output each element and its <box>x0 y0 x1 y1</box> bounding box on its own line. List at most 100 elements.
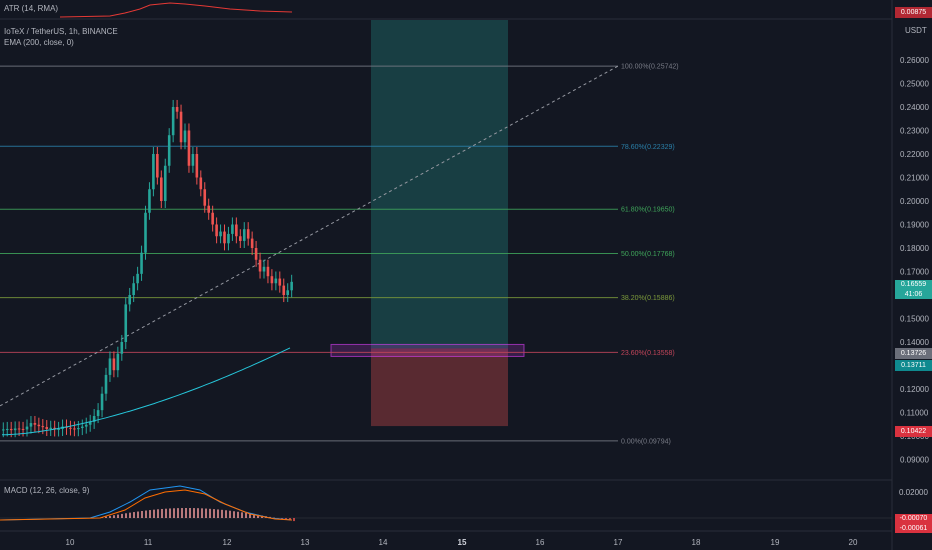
candle-body <box>191 154 195 166</box>
candle-body <box>33 423 37 425</box>
price-tick: 0.12000 <box>900 385 929 394</box>
price-tick: 0.11000 <box>900 409 929 418</box>
candle-body <box>41 426 45 428</box>
candle-body <box>258 259 262 272</box>
macd-title[interactable]: MACD (12, 26, close, 9) <box>4 486 90 495</box>
candle-body <box>21 428 25 430</box>
signal-value-badge: -0.00061 <box>895 524 932 533</box>
candle-body <box>136 273 139 284</box>
time-axis[interactable]: 10 11 12 13 14 15 16 17 18 19 20 <box>66 538 858 547</box>
candle-body <box>195 154 199 178</box>
symbol-exchange: BINANCE <box>82 27 118 36</box>
time-tick: 16 <box>536 538 545 547</box>
candle-body <box>112 358 116 371</box>
price-tick: 0.24000 <box>900 103 929 112</box>
candle-body <box>167 135 171 166</box>
entry-box <box>330 343 525 357</box>
candle-body <box>156 154 159 178</box>
candle-body <box>266 266 270 277</box>
candle-body <box>5 428 9 430</box>
time-tick: 17 <box>614 538 623 547</box>
candle-body <box>45 427 49 429</box>
last-price-badge: 0.16559 <box>895 280 932 290</box>
candle-body <box>187 130 191 166</box>
candle-body <box>179 111 183 143</box>
candle-body <box>254 248 258 260</box>
price-tick: 0.15000 <box>900 315 929 324</box>
stop-badge: 0.10422 <box>895 426 932 437</box>
time-tick: 15 <box>458 538 467 547</box>
long-position-tool[interactable] <box>330 20 525 427</box>
atr-value-badge: 0.00875 <box>895 7 932 18</box>
candle-body <box>250 238 254 248</box>
candle-body <box>128 295 131 305</box>
candle-body <box>231 224 234 234</box>
candle-body <box>148 189 151 213</box>
price-tick: 0.20000 <box>900 197 929 206</box>
time-tick: 18 <box>692 538 701 547</box>
candle-body <box>278 278 282 286</box>
candle-body <box>81 426 84 429</box>
candle-body <box>140 252 143 274</box>
candle-body <box>116 353 120 371</box>
time-tick: 10 <box>66 538 75 547</box>
candle-body <box>88 421 92 425</box>
countdown-badge: 41:06 <box>895 290 932 299</box>
macd-value-badge: -0.00070 <box>895 514 932 524</box>
symbol-title: IoTeX / TetherUS, 1h, BINANCE <box>4 27 118 36</box>
macd-axis-tick: 0.02000 <box>899 488 928 497</box>
symbol-interval: 1h <box>68 27 78 36</box>
candle-body <box>29 423 33 427</box>
candle-body <box>17 428 21 430</box>
time-tick: 14 <box>379 538 388 547</box>
candle-body <box>246 229 250 239</box>
candle-body <box>57 428 60 430</box>
signal-line <box>0 489 293 521</box>
candle-body <box>96 410 100 417</box>
candle-body <box>207 205 210 213</box>
price-tick: 0.26000 <box>900 56 929 65</box>
macd-line <box>0 485 293 521</box>
candle-body <box>219 231 222 237</box>
fib-level-label: 100.00%(0.25742) <box>621 64 679 71</box>
candle-body <box>9 428 13 431</box>
time-tick: 20 <box>849 538 858 547</box>
time-tick: 11 <box>144 538 153 547</box>
candle-body <box>282 285 286 295</box>
time-tick: 12 <box>223 538 232 547</box>
fib-level-label: 0.00%(0.09794) <box>621 438 671 445</box>
candle-body <box>152 154 155 190</box>
candle-body <box>203 189 207 206</box>
candle-body <box>286 290 289 295</box>
candle-body <box>223 231 226 244</box>
candle-body <box>144 212 147 253</box>
loss-zone <box>371 348 508 427</box>
candle-body <box>73 428 76 430</box>
price-tick: 0.09000 <box>900 456 929 465</box>
candle-body <box>120 342 124 354</box>
fib-level-label: 23.60%(0.13558) <box>621 350 675 357</box>
fibonacci-retracement[interactable]: 100.00%(0.25742) 78.60%(0.22329) 61.80%(0.… <box>0 64 679 446</box>
candle-body <box>239 236 242 241</box>
candle-body <box>175 107 179 112</box>
candle-body <box>49 427 52 429</box>
price-tick: 0.14000 <box>900 338 929 347</box>
ema-title[interactable]: EMA (200, close, 0) <box>4 38 74 47</box>
price-tick: 0.19000 <box>900 221 929 230</box>
currency-label: USDT <box>905 26 927 35</box>
atr-title[interactable]: ATR (14, RMA) <box>4 4 59 13</box>
price-tick: 0.23000 <box>900 127 929 136</box>
candle-body <box>69 427 72 429</box>
candle-body <box>160 177 163 201</box>
candle-body <box>92 416 96 422</box>
ema-badge: 0.13711 <box>895 360 932 371</box>
candle-body <box>290 281 293 291</box>
price-tick: 0.25000 <box>900 80 929 89</box>
price-tick: 0.21000 <box>900 174 929 183</box>
fib-level-label: 50.00%(0.17768) <box>621 251 675 258</box>
candle-body <box>108 358 112 375</box>
price-tick: 0.17000 <box>900 268 929 277</box>
candle-body <box>2 429 5 431</box>
candle-body <box>104 374 108 394</box>
